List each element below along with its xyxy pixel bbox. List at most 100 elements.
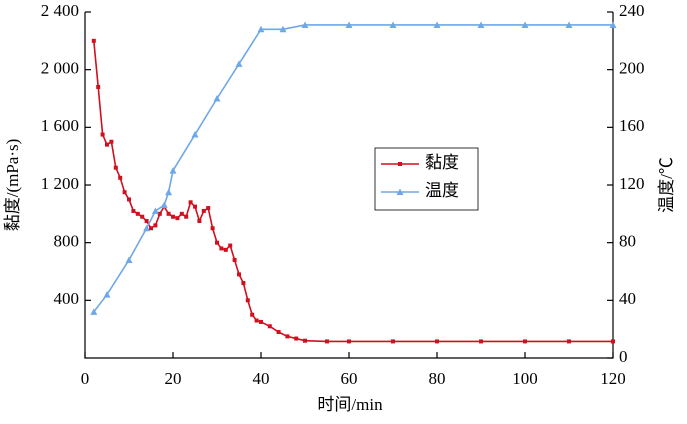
point-marker bbox=[206, 206, 211, 211]
y-tick-label: 1 200 bbox=[41, 174, 79, 193]
x-tick-label: 80 bbox=[429, 369, 446, 388]
point-marker bbox=[259, 319, 263, 324]
point-marker bbox=[213, 95, 221, 102]
point-marker bbox=[219, 246, 224, 251]
y2-tick-label: 160 bbox=[619, 116, 645, 135]
point-marker bbox=[90, 308, 98, 315]
point-marker bbox=[201, 208, 206, 213]
y-tick-label: 2 400 bbox=[41, 1, 79, 20]
point-marker bbox=[140, 214, 145, 219]
point-marker bbox=[91, 38, 96, 43]
point-marker bbox=[193, 204, 197, 209]
point-marker bbox=[565, 21, 573, 28]
point-marker bbox=[151, 207, 159, 214]
series-line bbox=[93, 24, 613, 313]
point-marker bbox=[166, 211, 171, 216]
point-marker bbox=[175, 216, 180, 221]
point-marker bbox=[223, 247, 228, 252]
y2-tick-label: 120 bbox=[619, 174, 645, 193]
y-tick-label: 2 000 bbox=[41, 59, 79, 78]
point-marker bbox=[391, 339, 395, 344]
point-marker bbox=[257, 25, 265, 33]
point-marker bbox=[433, 21, 441, 28]
x-tick-label: 40 bbox=[253, 369, 270, 388]
point-marker bbox=[611, 339, 615, 344]
point-marker bbox=[250, 312, 255, 317]
point-marker bbox=[389, 21, 397, 28]
point-marker bbox=[279, 25, 287, 33]
point-marker bbox=[228, 243, 233, 248]
point-marker bbox=[521, 21, 529, 28]
point-marker bbox=[96, 84, 101, 89]
y2-tick-label: 0 bbox=[619, 347, 628, 366]
point-marker bbox=[232, 257, 237, 262]
y2-axis-label: 温度/℃ bbox=[657, 157, 676, 213]
x-tick-label: 0 bbox=[81, 369, 90, 388]
point-marker bbox=[245, 298, 250, 303]
point-marker bbox=[523, 339, 527, 344]
point-marker bbox=[160, 201, 168, 209]
x-tick-label: 20 bbox=[165, 369, 182, 388]
point-marker bbox=[567, 339, 571, 344]
point-marker bbox=[398, 162, 402, 166]
point-marker bbox=[157, 211, 162, 216]
x-tick-label: 100 bbox=[512, 369, 538, 388]
point-marker bbox=[113, 165, 118, 170]
point-marker bbox=[303, 338, 307, 343]
point-marker bbox=[477, 21, 485, 28]
point-marker bbox=[103, 291, 111, 298]
y-axis-label: 黏度/(mPa·s) bbox=[3, 139, 22, 232]
point-marker bbox=[301, 21, 309, 28]
point-marker bbox=[105, 142, 109, 147]
point-marker bbox=[118, 175, 123, 180]
legend-label: 黏度 bbox=[425, 153, 459, 172]
y2-tick-label: 40 bbox=[619, 289, 636, 308]
legend-box bbox=[374, 147, 479, 211]
y-tick-label: 1 600 bbox=[41, 116, 79, 135]
point-marker bbox=[127, 197, 131, 202]
point-marker bbox=[179, 211, 184, 216]
axis-frame bbox=[84, 12, 614, 359]
point-marker bbox=[188, 200, 193, 205]
point-marker bbox=[276, 330, 281, 335]
x-tick-label: 120 bbox=[600, 369, 626, 388]
point-marker bbox=[609, 21, 617, 28]
point-marker bbox=[135, 211, 140, 216]
x-tick-label: 60 bbox=[341, 369, 358, 388]
series-line bbox=[93, 40, 613, 343]
point-marker bbox=[184, 214, 189, 219]
point-marker bbox=[153, 223, 158, 228]
x-axis-label: 时间/min bbox=[317, 395, 383, 414]
point-marker bbox=[171, 214, 175, 219]
point-marker bbox=[435, 339, 439, 344]
point-marker bbox=[125, 256, 133, 263]
y2-tick-label: 200 bbox=[619, 59, 645, 78]
point-marker bbox=[347, 339, 351, 344]
point-marker bbox=[197, 219, 202, 224]
point-marker bbox=[122, 190, 127, 195]
point-marker bbox=[191, 131, 199, 138]
point-marker bbox=[143, 224, 151, 232]
point-marker bbox=[165, 188, 173, 196]
y2-tick-label: 240 bbox=[619, 1, 645, 20]
point-marker bbox=[267, 324, 272, 329]
point-marker bbox=[285, 334, 290, 339]
point-marker bbox=[235, 60, 243, 67]
y2-tick-label: 80 bbox=[619, 232, 636, 251]
legend-label: 温度 bbox=[425, 181, 459, 200]
point-marker bbox=[169, 167, 177, 174]
point-marker bbox=[479, 339, 483, 344]
point-marker bbox=[294, 336, 299, 341]
point-marker bbox=[215, 240, 219, 245]
point-marker bbox=[100, 132, 105, 137]
point-marker bbox=[131, 208, 136, 213]
point-marker bbox=[345, 21, 353, 28]
point-marker bbox=[325, 339, 329, 344]
point-marker bbox=[254, 318, 259, 323]
point-marker bbox=[144, 219, 149, 224]
point-marker bbox=[149, 226, 153, 231]
y-tick-label: 400 bbox=[54, 289, 80, 308]
point-marker bbox=[109, 139, 114, 144]
